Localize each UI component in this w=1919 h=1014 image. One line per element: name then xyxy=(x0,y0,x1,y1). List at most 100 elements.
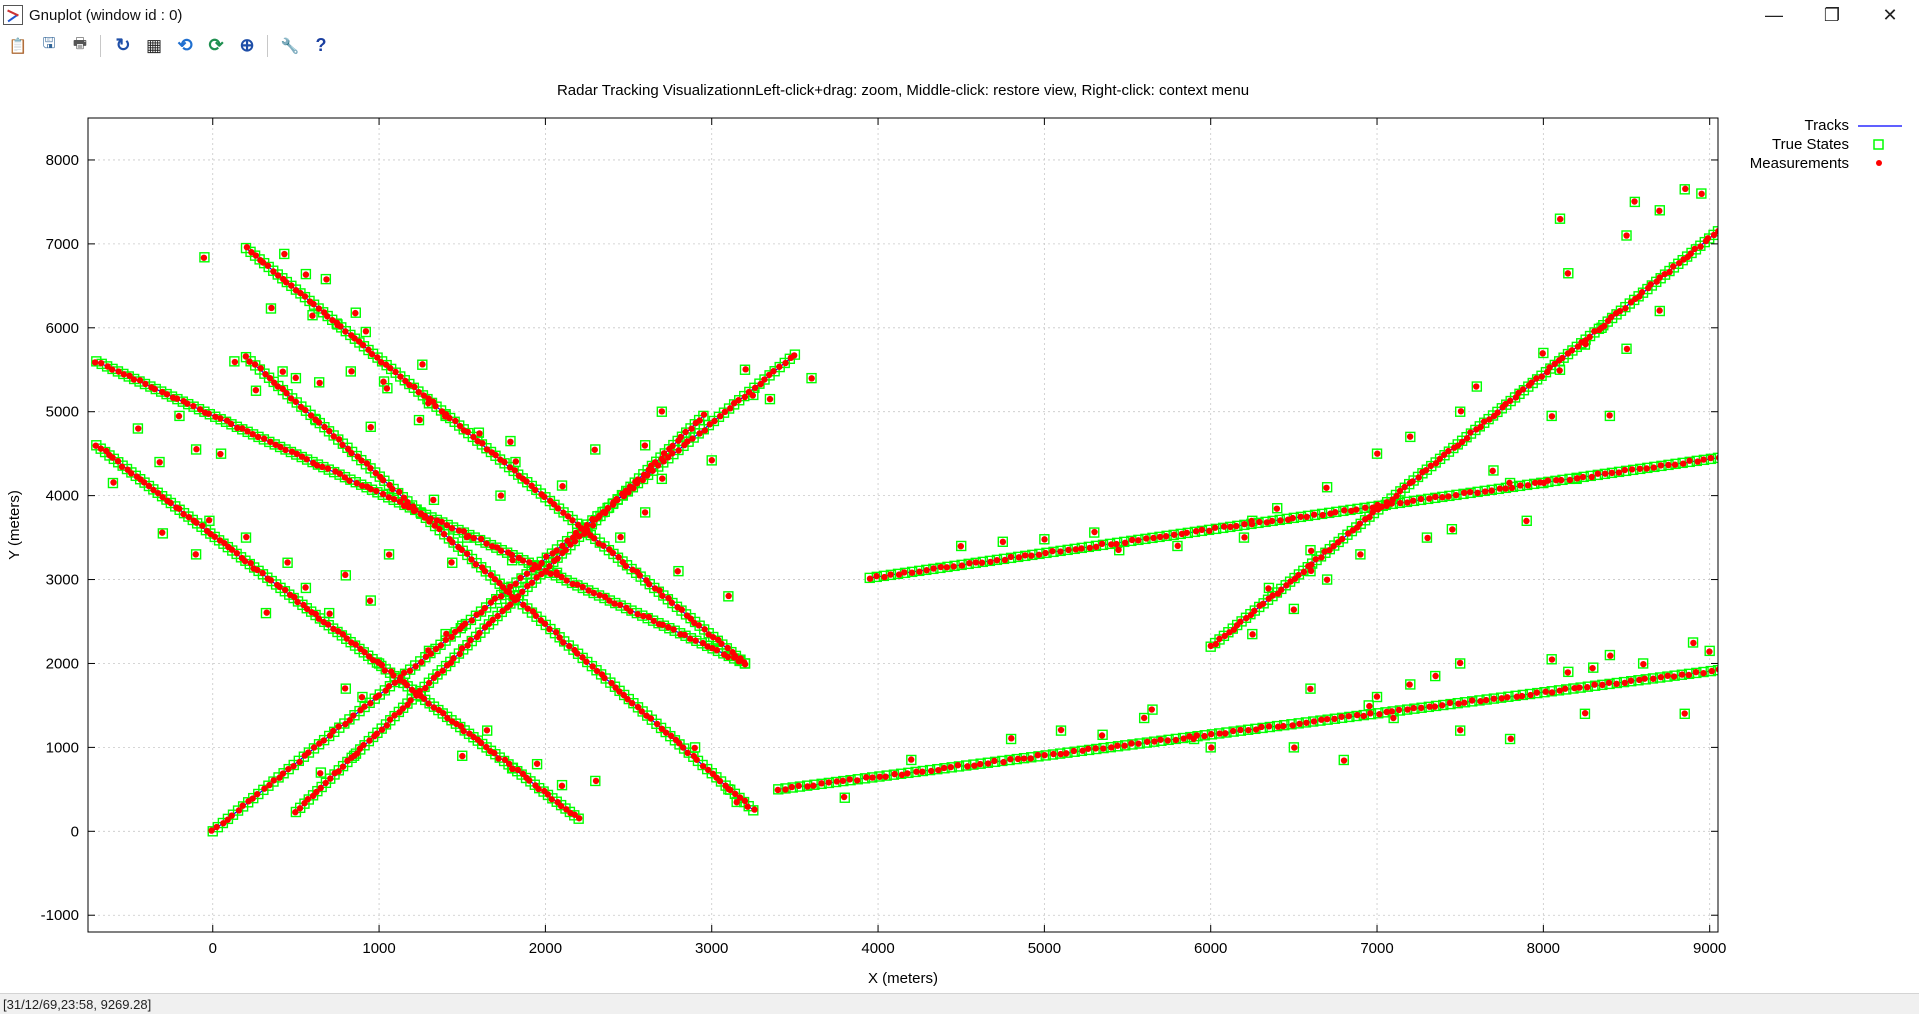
measurement-point xyxy=(1318,716,1325,723)
zoom-previous-icon[interactable]: ⟲ xyxy=(177,35,193,55)
measurement-point xyxy=(656,587,663,594)
restore-button[interactable]: ❐ xyxy=(1823,4,1841,25)
measurement-point xyxy=(1564,669,1572,676)
measurement-point xyxy=(735,397,742,404)
measurement-point xyxy=(676,740,683,747)
measurement-point xyxy=(1582,340,1589,348)
measurement-point xyxy=(1558,476,1565,484)
measurement-point xyxy=(402,377,409,385)
measurement-point xyxy=(359,341,367,349)
radar-tracking-chart[interactable]: Radar Tracking VisualizationnLeft-click+… xyxy=(0,62,1919,992)
measurement-point xyxy=(659,621,666,628)
measurement-point xyxy=(1579,473,1587,481)
true-state-marker xyxy=(1454,725,1466,736)
measurement-point xyxy=(383,722,391,729)
legend: Tracks True States Measurements xyxy=(1750,117,1902,172)
measurement-point xyxy=(1685,671,1693,679)
close-button[interactable]: ✕ xyxy=(1882,4,1898,25)
measurement-point xyxy=(481,567,489,575)
measurement-point xyxy=(706,421,713,428)
measurement-point xyxy=(645,613,653,621)
refresh-icon[interactable]: ↻ xyxy=(115,35,131,55)
measurement-point xyxy=(303,456,310,463)
grid-icon[interactable]: ▦ xyxy=(145,35,163,55)
measurement-point xyxy=(810,782,817,789)
true-state-marker xyxy=(1288,603,1300,615)
wrench-icon[interactable]: 🔧 xyxy=(280,37,300,55)
measurement-point xyxy=(523,478,530,485)
measurement-point xyxy=(150,486,157,494)
true-state-marker xyxy=(1344,711,1355,723)
measurement-point xyxy=(554,505,562,512)
minimize-button[interactable]: — xyxy=(1765,4,1783,25)
measurement-point xyxy=(1078,545,1085,552)
measurement-point xyxy=(1627,299,1635,306)
measurement-point xyxy=(437,642,445,649)
window-title-bar[interactable]: Gnuplot (window id : 0) — ❐ ✕ xyxy=(0,0,1919,31)
true-state-marker xyxy=(1305,683,1316,694)
measurement-point xyxy=(315,305,323,312)
measurement-point xyxy=(1477,698,1484,705)
measurement-point xyxy=(725,592,732,600)
measurement-point xyxy=(1208,744,1215,751)
zoom-fit-icon[interactable]: ⊕ xyxy=(239,35,255,55)
measurement-point xyxy=(173,395,181,402)
measurement-point xyxy=(297,289,304,297)
measurement-point xyxy=(1098,540,1106,548)
true-state-marker xyxy=(673,565,684,577)
measurement-point xyxy=(441,413,449,420)
measurement-point xyxy=(700,411,708,418)
measurement-point xyxy=(1318,554,1325,561)
measurement-point xyxy=(590,535,598,542)
measurement-point xyxy=(1303,719,1310,726)
measurement-point xyxy=(418,659,425,666)
plot-canvas[interactable]: Radar Tracking VisualizationnLeft-click+… xyxy=(0,62,1919,992)
y-tick-label: 4000 xyxy=(46,488,79,505)
measurement-point xyxy=(1556,367,1563,374)
true-state-marker xyxy=(639,507,651,518)
measurement-point xyxy=(1481,488,1489,495)
measurement-point xyxy=(639,476,646,484)
measurement-point xyxy=(1686,457,1693,464)
measurement-point xyxy=(1482,696,1490,704)
measurement-point xyxy=(352,309,359,317)
true-state-marker xyxy=(447,557,458,568)
clipboard-icon[interactable]: 📋 xyxy=(8,37,28,55)
true-state-marker xyxy=(365,421,376,433)
measurement-point xyxy=(528,579,536,586)
measurement-point xyxy=(385,494,393,501)
measurement-point xyxy=(367,423,374,431)
help-icon[interactable]: ? xyxy=(315,35,327,55)
measurement-point xyxy=(1679,460,1687,467)
printer-icon[interactable]: 🖶 xyxy=(72,35,88,52)
measurement-point xyxy=(1700,669,1707,677)
true-state-marker xyxy=(1712,226,1718,237)
measurement-point xyxy=(1704,235,1712,242)
measurement-point xyxy=(1692,668,1700,676)
x-tick-label: 9000 xyxy=(1693,940,1726,957)
export-icon[interactable]: 🖫 xyxy=(42,35,56,52)
measurement-point xyxy=(1100,745,1107,752)
measurement-point xyxy=(282,279,290,286)
toolbar-separator xyxy=(267,34,268,57)
measurement-point xyxy=(562,546,569,554)
measurement-point xyxy=(175,412,183,420)
measurement-point xyxy=(389,485,396,493)
measurement-point xyxy=(1035,551,1043,558)
measurement-point xyxy=(1227,523,1234,531)
measurement-point xyxy=(876,773,883,780)
measurement-point xyxy=(620,691,628,699)
measurement-point xyxy=(136,377,144,384)
measurement-point xyxy=(508,765,516,773)
measurement-point xyxy=(514,766,522,774)
measurement-point xyxy=(307,412,315,419)
measurement-point xyxy=(977,760,984,768)
measurement-point xyxy=(167,499,174,507)
measurement-point xyxy=(508,551,516,559)
measurement-point xyxy=(1409,478,1416,485)
measurement-point xyxy=(1623,345,1631,353)
measurement-point xyxy=(317,784,324,792)
measurement-point xyxy=(302,406,309,414)
zoom-next-icon[interactable]: ⟳ xyxy=(208,35,224,55)
measurement-point xyxy=(135,425,142,432)
